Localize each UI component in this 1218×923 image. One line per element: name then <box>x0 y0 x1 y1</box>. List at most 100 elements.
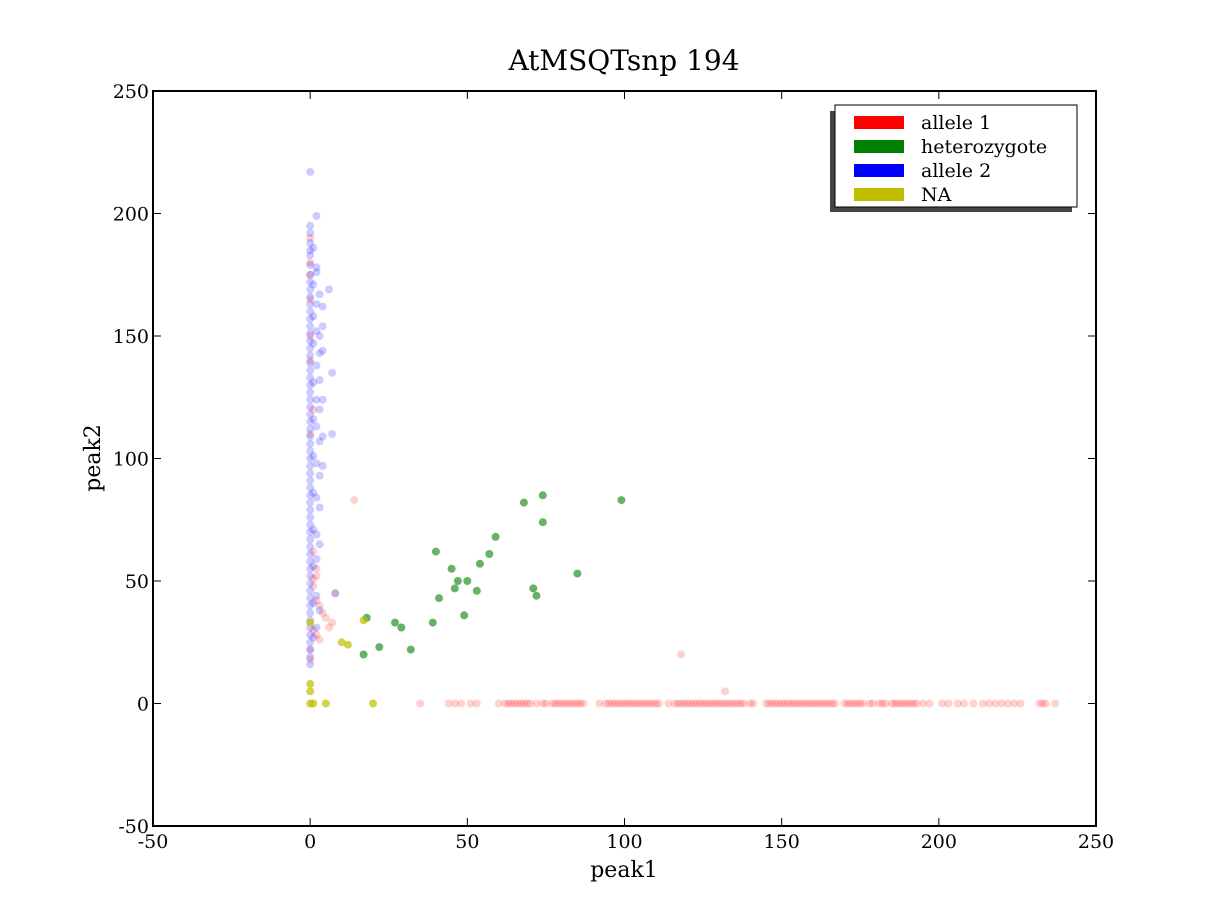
data-point-allele-1 <box>721 699 730 708</box>
data-point-allele-1 <box>325 623 333 632</box>
data-point-na <box>306 679 315 688</box>
data-point-allele-1 <box>519 699 528 708</box>
data-point-allele-2 <box>306 167 315 176</box>
data-point-allele-2 <box>306 278 315 287</box>
data-point-allele-1 <box>787 699 796 708</box>
data-point-na <box>343 640 352 649</box>
data-point-allele-2 <box>312 212 321 220</box>
data-point-allele-1 <box>532 699 541 708</box>
legend-swatch-allele-2 <box>854 164 904 177</box>
data-point-allele-2 <box>315 349 324 358</box>
data-point-na <box>306 687 315 696</box>
data-point-allele-2 <box>309 378 318 387</box>
legend-label-allele-1: allele 1 <box>921 112 991 134</box>
data-point-allele-1 <box>991 699 1000 708</box>
data-point-allele-1 <box>655 699 664 708</box>
data-point-allele-1 <box>1051 699 1060 708</box>
data-point-allele-2 <box>315 405 324 414</box>
data-point-allele-2 <box>306 638 315 647</box>
data-point-heterozygote <box>453 577 462 585</box>
data-point-allele-1 <box>595 699 604 708</box>
data-point-heterozygote <box>375 643 384 652</box>
data-point-allele-1 <box>306 270 315 279</box>
data-point-allele-2 <box>312 623 321 632</box>
data-point-allele-1 <box>969 699 978 708</box>
data-point-allele-1 <box>579 699 588 708</box>
data-point-allele-2 <box>312 263 321 272</box>
data-point-allele-1 <box>306 234 315 242</box>
data-point-allele-2 <box>312 395 321 404</box>
data-point-allele-1 <box>765 699 774 708</box>
data-point-allele-1 <box>714 699 723 708</box>
data-point-allele-2 <box>306 251 315 260</box>
data-point-heterozygote <box>617 496 626 505</box>
data-point-allele-1 <box>450 699 459 708</box>
data-point-allele-1 <box>686 699 695 708</box>
data-points <box>306 167 1060 708</box>
data-point-allele-1 <box>762 699 770 708</box>
data-point-allele-2 <box>306 550 315 558</box>
data-point-allele-2 <box>331 589 340 598</box>
data-point-allele-2 <box>306 344 315 353</box>
data-point-allele-1 <box>702 699 711 708</box>
data-point-allele-1 <box>315 601 324 610</box>
data-point-allele-1 <box>843 699 852 708</box>
data-point-allele-2 <box>306 601 315 610</box>
data-point-heterozygote <box>447 564 456 573</box>
data-point-allele-1 <box>768 699 777 708</box>
data-point-allele-1 <box>677 650 686 659</box>
data-point-allele-1 <box>815 699 824 708</box>
legend-label-na: NA <box>921 184 952 206</box>
data-point-allele-1 <box>944 699 953 708</box>
data-point-heterozygote <box>538 518 547 527</box>
data-point-allele-1 <box>309 574 318 583</box>
data-point-allele-1 <box>601 699 610 708</box>
data-point-allele-2 <box>306 491 315 500</box>
data-point-heterozygote <box>538 491 547 500</box>
data-point-allele-2 <box>306 469 315 478</box>
data-point-allele-1 <box>881 699 890 708</box>
data-point-na <box>306 618 315 627</box>
data-point-allele-1 <box>802 699 811 708</box>
data-point-allele-1 <box>717 699 726 708</box>
data-point-allele-1 <box>746 699 755 708</box>
data-point-allele-1 <box>812 699 821 708</box>
x-tick-label: -50 <box>138 831 169 853</box>
data-point-allele-1 <box>900 699 909 708</box>
data-point-allele-1 <box>680 699 689 708</box>
data-point-allele-1 <box>749 699 758 708</box>
data-point-na <box>337 638 346 647</box>
data-point-allele-2 <box>306 483 315 492</box>
data-point-allele-2 <box>315 471 324 480</box>
data-point-allele-2 <box>306 461 315 470</box>
data-point-heterozygote <box>491 532 500 541</box>
data-point-heterozygote <box>428 618 437 627</box>
data-point-allele-1 <box>806 699 814 708</box>
data-point-allele-1 <box>623 699 632 708</box>
data-point-allele-2 <box>312 327 321 336</box>
data-point-allele-2 <box>318 302 327 311</box>
data-point-allele-2 <box>312 422 321 431</box>
data-point-allele-2 <box>328 368 337 377</box>
data-point-allele-1 <box>651 699 660 708</box>
data-point-allele-1 <box>611 699 620 708</box>
data-point-allele-2 <box>306 498 315 507</box>
data-point-allele-1 <box>513 699 522 708</box>
data-point-allele-1 <box>1010 699 1019 708</box>
data-point-allele-1 <box>648 699 657 708</box>
data-point-allele-2 <box>306 246 315 255</box>
data-point-allele-1 <box>1041 699 1050 708</box>
data-point-allele-1 <box>784 699 792 708</box>
data-point-allele-1 <box>617 699 626 708</box>
data-point-allele-2 <box>306 395 315 404</box>
data-point-heterozygote <box>397 623 406 632</box>
legend-label-allele-2: allele 2 <box>921 160 991 182</box>
data-point-allele-2 <box>318 395 327 404</box>
data-point-allele-2 <box>306 557 315 566</box>
data-point-allele-1 <box>607 699 616 708</box>
data-point-allele-2 <box>306 528 315 536</box>
data-point-allele-1 <box>897 699 906 708</box>
